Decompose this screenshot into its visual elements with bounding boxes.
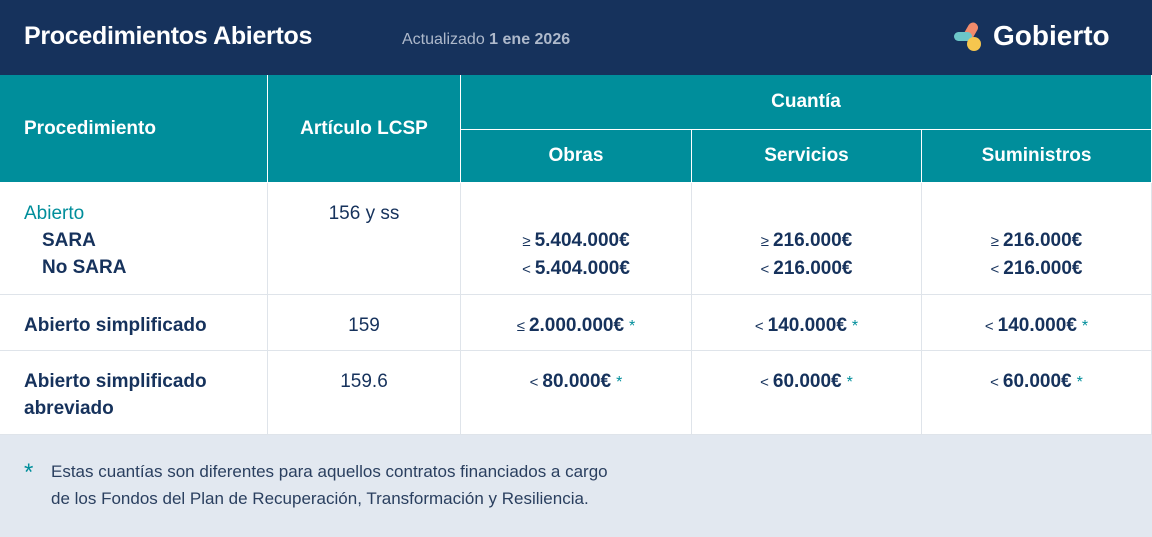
amount-mark: * (1081, 318, 1089, 335)
updated-label: Actualizado (402, 31, 485, 48)
procedure-subitem: No SARA (42, 257, 127, 278)
operator: ≥ (990, 233, 999, 250)
amount-line: ≥216.000€ (991, 227, 1082, 255)
amount: 216.000€ (772, 230, 853, 251)
amount-cell: <60.000€ * (922, 351, 1152, 435)
footnote-line: Estas cuantías son diferentes para aquel… (51, 462, 608, 481)
header-bar: Procedimientos Abiertos Actualizado 1 en… (0, 0, 1152, 75)
operator: ≤ (516, 318, 525, 335)
operator: < (760, 261, 770, 278)
brand: Gobierto (993, 20, 1110, 51)
procedure-cell: Abierto simplificado abreviado (0, 351, 268, 435)
amount-line: <60.000€ * (990, 368, 1083, 396)
amount-mark: * (1076, 374, 1083, 391)
procedure: Abierto simplificado abreviado (24, 371, 207, 419)
amount-line: <140.000€ * (985, 312, 1088, 340)
amount-line: <216.000€ (760, 255, 852, 283)
subcolumn-header: Suministros (922, 130, 1152, 183)
amount: 2.000.000€ (528, 315, 625, 336)
amount-line: <80.000€ * (530, 368, 623, 396)
operator: < (529, 374, 539, 391)
amount: 216.000€ (773, 258, 853, 279)
footnote: Estas cuantías son diferentes para aquel… (51, 458, 608, 512)
operator: < (522, 261, 531, 278)
operator: < (984, 318, 994, 335)
amount: 60.000€ (1002, 371, 1072, 392)
amount-cell: ≥216.000€ <216.000€ (692, 183, 922, 295)
amount: 5.404.000€ (534, 258, 630, 279)
amount-cell: ≤2.000.000€ * (461, 295, 692, 351)
title: Procedimientos Abiertos (24, 22, 313, 50)
operator: < (754, 318, 764, 335)
amount: 216.000€ (1003, 258, 1083, 279)
amount-cell: <80.000€ * (461, 351, 692, 435)
subcolumn-header: Servicios (692, 130, 922, 183)
article-cell: 156 y ss (268, 183, 461, 295)
operator: ≥ (522, 233, 531, 250)
amount-mark: * (846, 374, 853, 391)
operator: < (990, 261, 1000, 278)
column-header: Procedimiento (0, 75, 268, 183)
amount-line: ≥5.404.000€ (522, 227, 629, 255)
group-header: Cuantía (461, 75, 1152, 130)
amount-cell: <140.000€ * (922, 295, 1152, 351)
amount-cell: <60.000€ * (692, 351, 922, 435)
procedure-subitem: SARA (42, 230, 96, 251)
amount-cell: ≥5.404.000€ <5.404.000€ (461, 183, 692, 295)
footer: * Estas cuantías son diferentes para aqu… (0, 435, 1152, 537)
subcolumn-header: Obras (461, 130, 692, 183)
procedure: Abierto simplificado (24, 315, 207, 336)
article: 159.6 (340, 371, 388, 392)
amount-cell: <140.000€ * (692, 295, 922, 351)
procedure-cell: Abierto simplificado (0, 295, 268, 351)
article: 159 (348, 315, 380, 336)
amount-cell: ≥216.000€ <216.000€ (922, 183, 1152, 295)
amount: 80.000€ (542, 371, 612, 392)
operator: < (990, 374, 999, 391)
footnote-mark: * (24, 459, 34, 486)
amount-line: <216.000€ (990, 255, 1082, 283)
procedure-cell: Abierto SARA No SARA (0, 183, 268, 295)
article-cell: 159.6 (268, 351, 461, 435)
amount: 5.404.000€ (534, 230, 630, 251)
amount-line: ≥216.000€ (761, 227, 852, 255)
article: 156 y ss (328, 203, 400, 224)
amount: 216.000€ (1002, 230, 1083, 251)
operator: ≥ (760, 233, 769, 250)
amount-line: <60.000€ * (760, 368, 853, 396)
amount-line: ≤2.000.000€ * (517, 312, 636, 340)
operator: < (760, 374, 769, 391)
amount-line: <5.404.000€ (522, 255, 630, 283)
procedure: Abierto (24, 203, 85, 224)
amount-mark: * (629, 318, 636, 335)
amount-mark: * (851, 318, 859, 335)
amount: 140.000€ (767, 315, 847, 336)
logo (954, 22, 981, 51)
article-cell: 159 (268, 295, 461, 351)
amount: 140.000€ (997, 315, 1077, 336)
updated: Actualizado 1 ene 2026 (402, 31, 570, 49)
footnote-line: de los Fondos del Plan de Recuperación, … (51, 489, 589, 508)
amount-mark: * (616, 374, 623, 391)
amount-line: <140.000€ * (755, 312, 858, 340)
updated-date: 1 ene 2026 (489, 31, 571, 48)
column-header: Artículo LCSP (268, 75, 461, 183)
amount: 60.000€ (772, 371, 842, 392)
